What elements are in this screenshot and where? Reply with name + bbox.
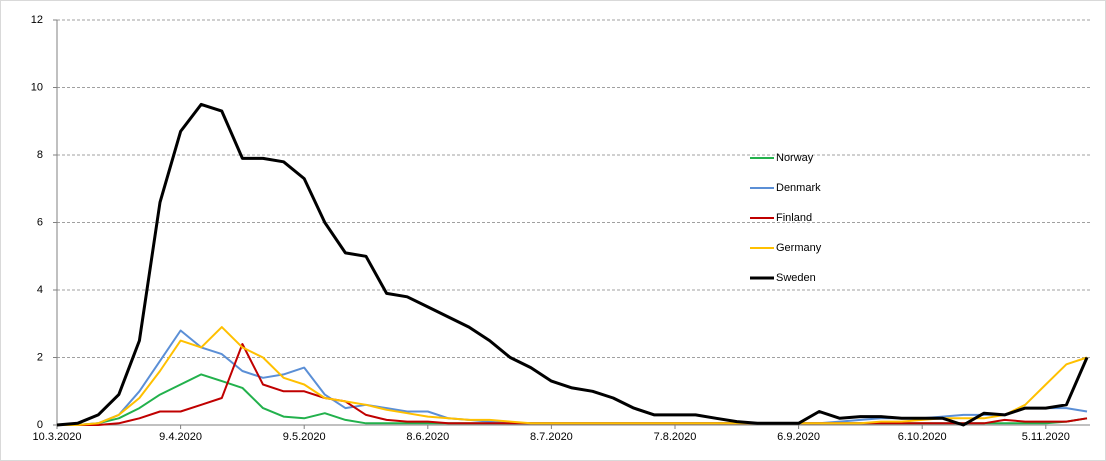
x-tick-label: 9.5.2020	[283, 431, 326, 443]
legend-label: Germany	[776, 242, 822, 254]
y-tick-label: 4	[37, 284, 43, 296]
y-tick-label: 2	[37, 351, 43, 363]
x-tick-label: 8.7.2020	[530, 431, 573, 443]
y-tick-label: 10	[31, 81, 43, 93]
x-tick-label: 6.9.2020	[777, 431, 820, 443]
x-tick-label: 5.11.2020	[1022, 431, 1070, 443]
x-tick-label: 8.6.2020	[406, 431, 449, 443]
series-line	[57, 326, 1088, 426]
legend-label: Finland	[776, 212, 812, 224]
legend-label: Norway	[776, 152, 814, 164]
legend-label: Sweden	[776, 272, 816, 284]
series-line	[56, 102, 1089, 427]
y-tick-label: 12	[31, 14, 43, 26]
x-tick-label: 9.4.2020	[159, 431, 202, 443]
x-tick-label: 10.3.2020	[33, 431, 82, 443]
x-tick-label: 7.8.2020	[654, 431, 697, 443]
x-tick-label: 6.10.2020	[898, 431, 947, 443]
legend-label: Denmark	[776, 182, 821, 194]
y-tick-label: 8	[37, 149, 43, 161]
y-tick-label: 0	[37, 419, 43, 431]
y-tick-label: 6	[37, 216, 43, 228]
